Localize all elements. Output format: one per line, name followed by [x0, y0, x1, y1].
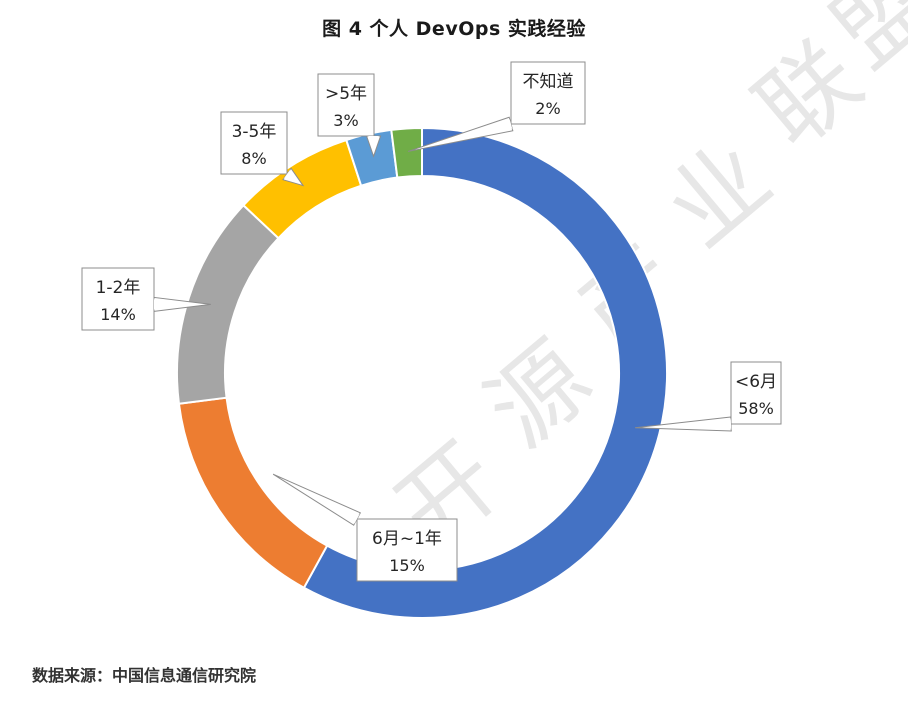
chart-title: 图 4 个人 DevOps 实践经验 — [322, 18, 586, 40]
slice-label: >5年 — [325, 84, 367, 104]
slice-value-label: 15% — [389, 556, 425, 575]
slice-label: <6月 — [735, 372, 777, 392]
slice-label: 1-2年 — [96, 278, 141, 298]
slice-value-label: 14% — [100, 305, 136, 324]
slice-value-label: 58% — [738, 399, 774, 418]
slice-value-label: 8% — [241, 149, 266, 168]
callout-joint — [154, 298, 156, 311]
callout-joint — [354, 513, 360, 525]
callout-joint — [729, 418, 732, 430]
callout-joint — [283, 169, 291, 179]
slice-value-label: 2% — [535, 99, 560, 118]
slice-label: 6月~1年 — [372, 529, 442, 549]
callout-box — [730, 361, 782, 425]
callout-box — [81, 267, 155, 331]
slice-label: 不知道 — [523, 72, 574, 92]
source-note: 数据来源：中国信息通信研究院 — [32, 666, 257, 685]
callout-box — [510, 61, 586, 125]
callout-box — [356, 518, 458, 582]
donut-slice — [390, 126, 423, 179]
slice-label: 3-5年 — [232, 122, 277, 142]
callout-box — [220, 111, 288, 175]
callout-box — [317, 73, 375, 137]
donut-slice — [302, 126, 668, 619]
callout-joint — [509, 118, 513, 130]
callout-joint — [367, 136, 380, 138]
slice-value-label: 3% — [333, 111, 358, 130]
